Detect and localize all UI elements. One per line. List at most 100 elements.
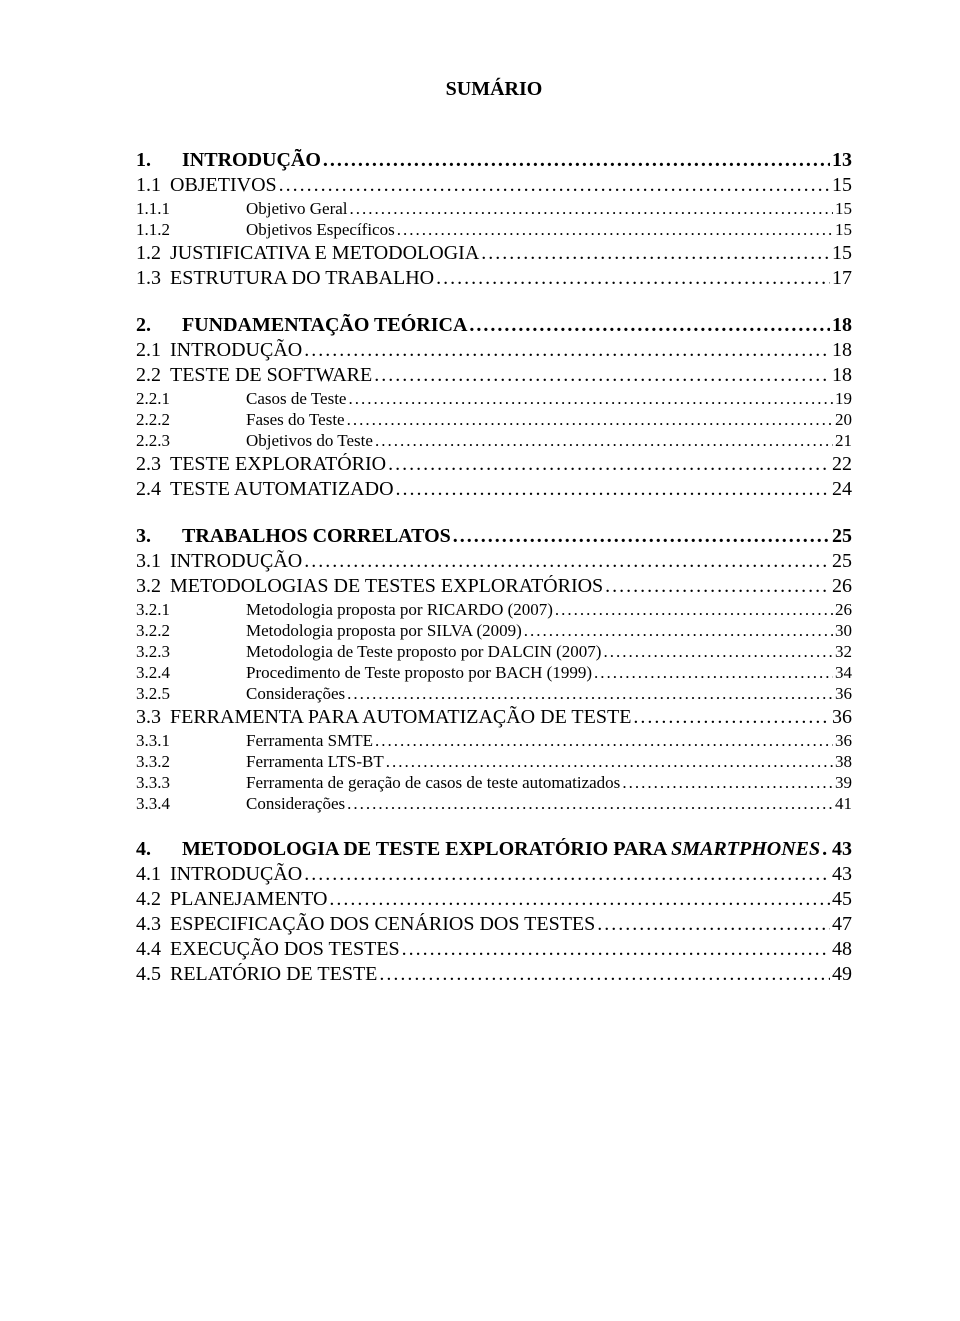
entry-page: 15 bbox=[832, 174, 852, 197]
leader-dots bbox=[469, 314, 830, 337]
entry-label: Casos de Teste bbox=[246, 389, 346, 409]
entry-page: 36 bbox=[832, 706, 852, 729]
entry-page: 13 bbox=[832, 149, 852, 172]
entry-label: OBJETIVOS bbox=[170, 174, 277, 197]
leader-dots bbox=[347, 410, 833, 430]
leader-dots bbox=[396, 478, 830, 501]
entry-page: 15 bbox=[835, 220, 852, 240]
entry-label: Considerações bbox=[246, 794, 345, 814]
toc-entry: 4.2 PLANEJAMENTO 45 bbox=[136, 888, 852, 911]
entry-page: 18 bbox=[832, 314, 852, 337]
entry-label: RELATÓRIO DE TESTE bbox=[170, 963, 377, 986]
toc-entry: 3.3.1 Ferramenta SMTE 36 bbox=[136, 731, 852, 751]
leader-dots bbox=[304, 339, 830, 362]
toc-entry: 3.2 METODOLOGIAS DE TESTES EXPLORATÓRIOS… bbox=[136, 575, 852, 598]
entry-page: 43 bbox=[832, 838, 852, 861]
toc-entry: 3.3.2 Ferramenta LTS-BT 38 bbox=[136, 752, 852, 772]
toc-entry: 3.3.4 Considerações 41 bbox=[136, 794, 852, 814]
entry-page: 48 bbox=[832, 938, 852, 961]
entry-number: 1.1.1 bbox=[136, 199, 246, 219]
leader-dots bbox=[633, 706, 830, 729]
toc-entry: 3.2.4 Procedimento de Teste proposto por… bbox=[136, 663, 852, 683]
entry-number: 3.1 bbox=[136, 550, 170, 573]
toc-entry: 1.1.2 Objetivos Específicos 15 bbox=[136, 220, 852, 240]
entry-label: Procedimento de Teste proposto por BACH … bbox=[246, 663, 592, 683]
entry-number: 3.2.4 bbox=[136, 663, 246, 683]
entry-page: 17 bbox=[832, 267, 852, 290]
entry-page: 38 bbox=[835, 752, 852, 772]
entry-label: Metodologia proposta por RICARDO (2007) bbox=[246, 600, 553, 620]
entry-label: Considerações bbox=[246, 684, 345, 704]
leader-dots bbox=[597, 913, 830, 936]
leader-dots bbox=[481, 242, 830, 265]
page-title: SUMÁRIO bbox=[136, 78, 852, 101]
entry-label: TESTE DE SOFTWARE bbox=[170, 364, 372, 387]
entry-page: 41 bbox=[835, 794, 852, 814]
entry-page: 18 bbox=[832, 339, 852, 362]
entry-number: 2.2.2 bbox=[136, 410, 246, 430]
toc-entry: 2.3 TESTE EXPLORATÓRIO 22 bbox=[136, 453, 852, 476]
entry-page: 22 bbox=[832, 453, 852, 476]
leader-dots bbox=[379, 963, 830, 986]
entry-page: 19 bbox=[835, 389, 852, 409]
entry-number: 3.2.2 bbox=[136, 621, 246, 641]
entry-label: Fases do Teste bbox=[246, 410, 345, 430]
toc-entry: 3.2.2 Metodologia proposta por SILVA (20… bbox=[136, 621, 852, 641]
entry-page: 25 bbox=[832, 525, 852, 548]
entry-number: 3.3.3 bbox=[136, 773, 246, 793]
toc-entry: 3.2.3 Metodologia de Teste proposto por … bbox=[136, 642, 852, 662]
entry-number: 3.3.1 bbox=[136, 731, 246, 751]
toc-entry: 4.1 INTRODUÇÃO 43 bbox=[136, 863, 852, 886]
entry-number: 2.2.1 bbox=[136, 389, 246, 409]
leader-dots bbox=[347, 794, 833, 814]
entry-label: INTRODUÇÃO bbox=[170, 863, 302, 886]
toc-entry: 4.4 EXECUÇÃO DOS TESTES 48 bbox=[136, 938, 852, 961]
entry-label: METODOLOGIAS DE TESTES EXPLORATÓRIOS bbox=[170, 575, 603, 598]
entry-label: FUNDAMENTAÇÃO TEÓRICA bbox=[182, 314, 467, 337]
entry-number: 1.1.2 bbox=[136, 220, 246, 240]
leader-dots bbox=[436, 267, 830, 290]
entry-number: 1. bbox=[136, 149, 182, 172]
leader-dots bbox=[622, 773, 833, 793]
leader-dots bbox=[524, 621, 833, 641]
leader-dots bbox=[304, 550, 830, 573]
entry-label: Objetivos Específicos bbox=[246, 220, 395, 240]
leader-dots bbox=[388, 453, 830, 476]
leader-dots bbox=[374, 364, 830, 387]
entry-number: 3. bbox=[136, 525, 182, 548]
entry-number: 1.3 bbox=[136, 267, 170, 290]
entry-number: 4.1 bbox=[136, 863, 170, 886]
entry-page: 34 bbox=[835, 663, 852, 683]
entry-number: 3.3 bbox=[136, 706, 170, 729]
entry-page: 49 bbox=[832, 963, 852, 986]
entry-label: ESPECIFICAÇÃO DOS CENÁRIOS DOS TESTES bbox=[170, 913, 595, 936]
entry-number: 4. bbox=[136, 838, 182, 861]
toc-entry: 1.3 ESTRUTURA DO TRABALHO 17 bbox=[136, 267, 852, 290]
entry-label: Ferramenta SMTE bbox=[246, 731, 373, 751]
entry-label: METODOLOGIA DE TESTE EXPLORATÓRIO PARA S… bbox=[182, 838, 820, 861]
entry-label: Objetivo Geral bbox=[246, 199, 348, 219]
toc-entry: 2.2.2 Fases do Teste 20 bbox=[136, 410, 852, 430]
entry-number: 3.2 bbox=[136, 575, 170, 598]
entry-page: 43 bbox=[832, 863, 852, 886]
entry-page: 24 bbox=[832, 478, 852, 501]
entry-page: 30 bbox=[835, 621, 852, 641]
toc-entry: 2.4 TESTE AUTOMATIZADO 24 bbox=[136, 478, 852, 501]
entry-number: 3.2.3 bbox=[136, 642, 246, 662]
leader-dots bbox=[402, 938, 830, 961]
entry-page: 21 bbox=[835, 431, 852, 451]
toc-entry: 2. FUNDAMENTAÇÃO TEÓRICA 18 bbox=[136, 314, 852, 337]
entry-number: 2.4 bbox=[136, 478, 170, 501]
entry-number: 2. bbox=[136, 314, 182, 337]
entry-label: Ferramenta de geração de casos de teste … bbox=[246, 773, 620, 793]
leader-dots bbox=[323, 149, 830, 172]
leader-dots bbox=[397, 220, 833, 240]
entry-label-text: METODOLOGIA DE TESTE EXPLORATÓRIO PARA bbox=[182, 838, 671, 860]
entry-label: INTRODUÇÃO bbox=[170, 339, 302, 362]
toc-entry: 3.2.5 Considerações 36 bbox=[136, 684, 852, 704]
leader-dots bbox=[375, 731, 833, 751]
entry-label: INTRODUÇÃO bbox=[182, 149, 321, 172]
entry-number: 1.2 bbox=[136, 242, 170, 265]
toc-entry: 3. TRABALHOS CORRELATOS 25 bbox=[136, 525, 852, 548]
toc-entry: 4.3 ESPECIFICAÇÃO DOS CENÁRIOS DOS TESTE… bbox=[136, 913, 852, 936]
